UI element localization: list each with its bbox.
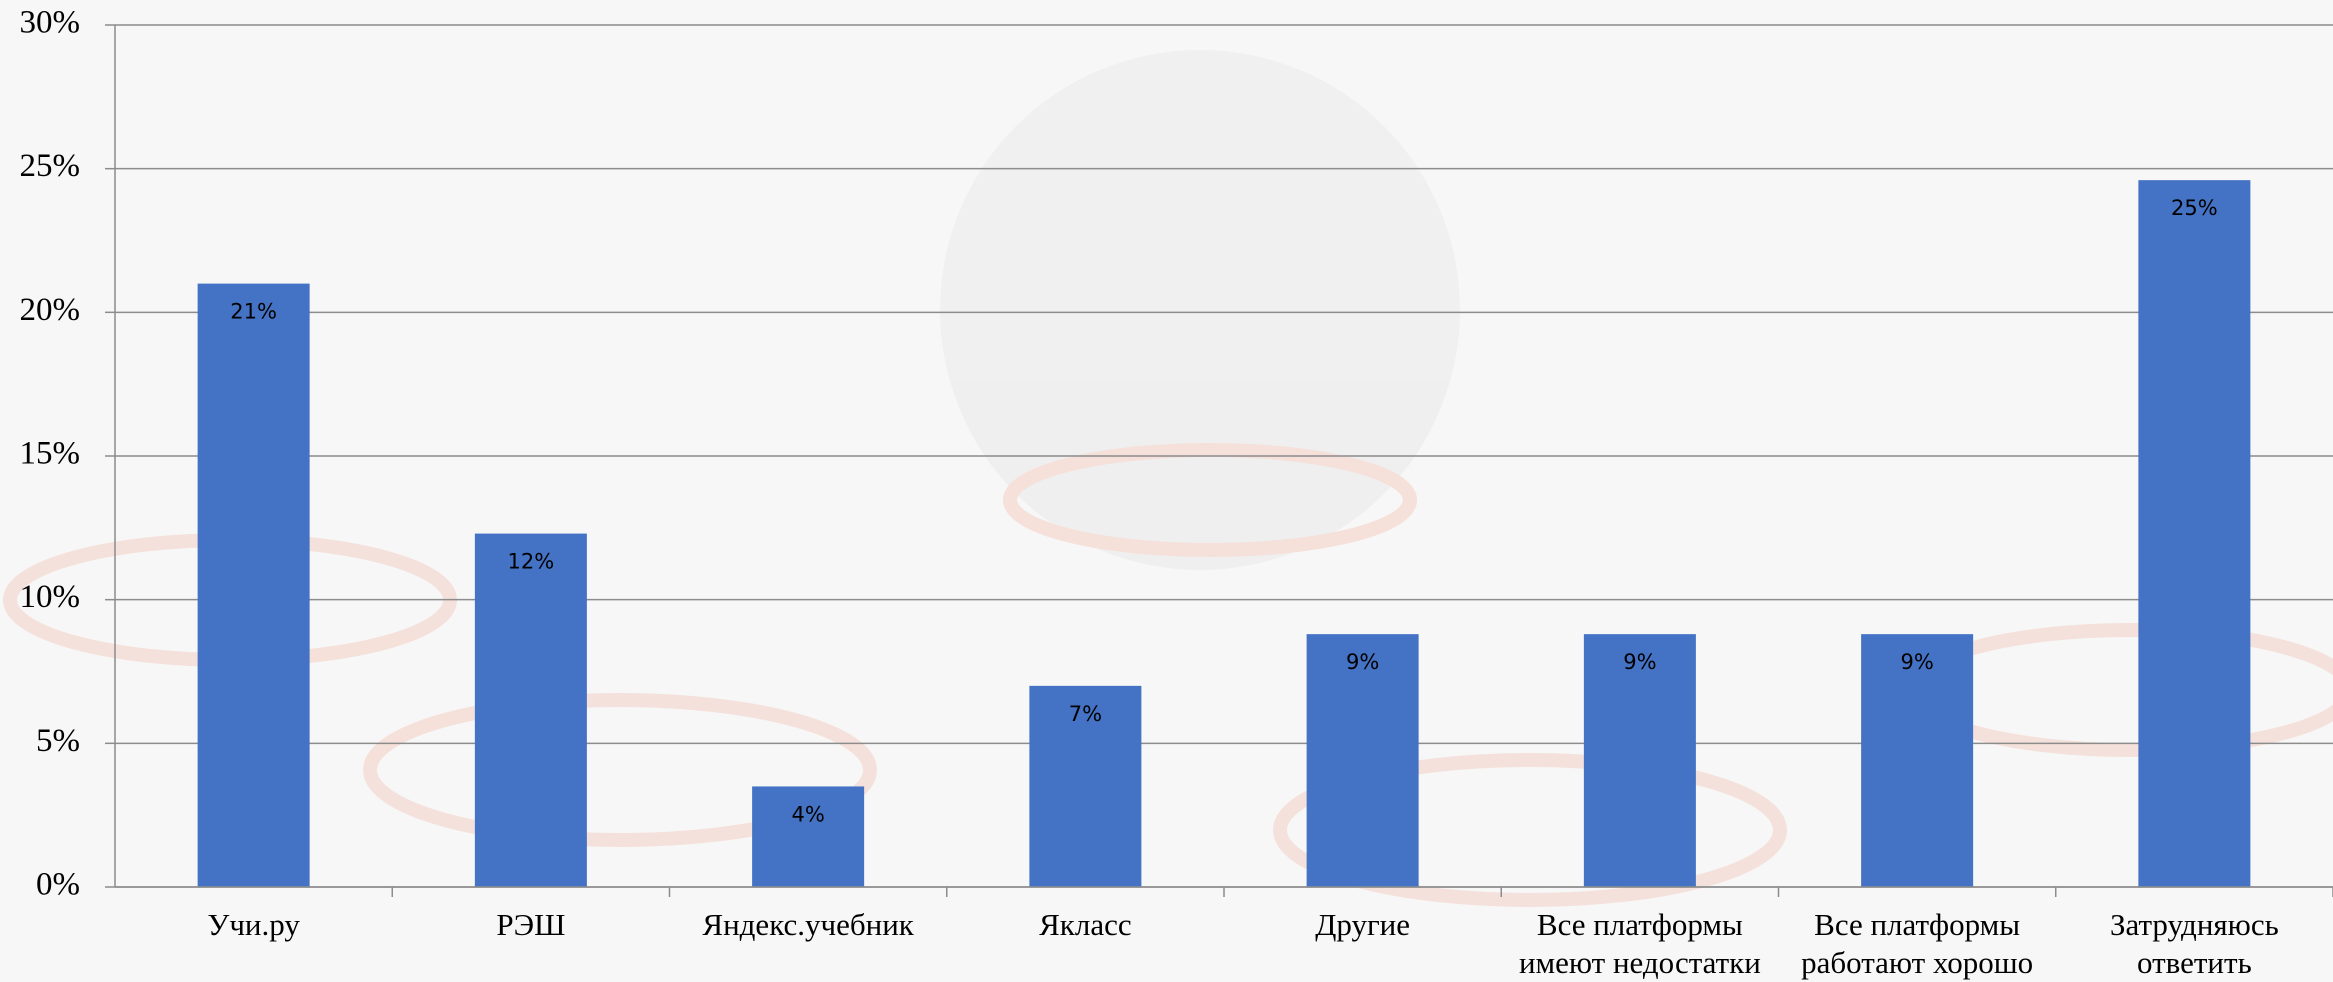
data-label: 12% [508, 550, 555, 574]
y-tick-label: 10% [20, 579, 81, 615]
bar [474, 533, 587, 887]
x-tick-label: Учи.ру [207, 907, 300, 942]
data-label: 9% [1346, 650, 1379, 674]
bar [2138, 180, 2251, 887]
data-label: 9% [1900, 650, 1933, 674]
y-tick-label: 25% [20, 148, 81, 184]
x-tick-label: Затрудняюсь ответить [2110, 907, 2279, 980]
bar [752, 786, 865, 887]
data-label: 21% [230, 300, 277, 324]
x-tick-label: Все платформы работают хорошо [1801, 907, 2034, 980]
bar [197, 283, 310, 888]
data-label: 9% [1623, 650, 1656, 674]
y-tick-label: 5% [36, 723, 80, 759]
data-label: 7% [1069, 702, 1102, 726]
y-tick-label: 30% [20, 5, 81, 41]
y-tick-label: 0% [36, 867, 80, 903]
data-label: 25% [2171, 196, 2218, 220]
bar [1029, 685, 1142, 887]
y-tick-label: 20% [20, 292, 81, 328]
x-tick-label: Все платформы имеют недостатки [1518, 907, 1761, 980]
x-tick-label: Якласс [1039, 907, 1132, 942]
x-tick-label: РЭШ [496, 907, 566, 942]
x-tick-label: Другие [1315, 907, 1411, 942]
data-label: 4% [791, 802, 824, 826]
y-tick-label: 15% [20, 436, 81, 472]
bar [1583, 634, 1696, 887]
x-tick-label: Яндекс.учебник [702, 907, 914, 942]
background-decor [3, 50, 2333, 907]
bar [1861, 634, 1974, 887]
bar [1306, 634, 1419, 887]
